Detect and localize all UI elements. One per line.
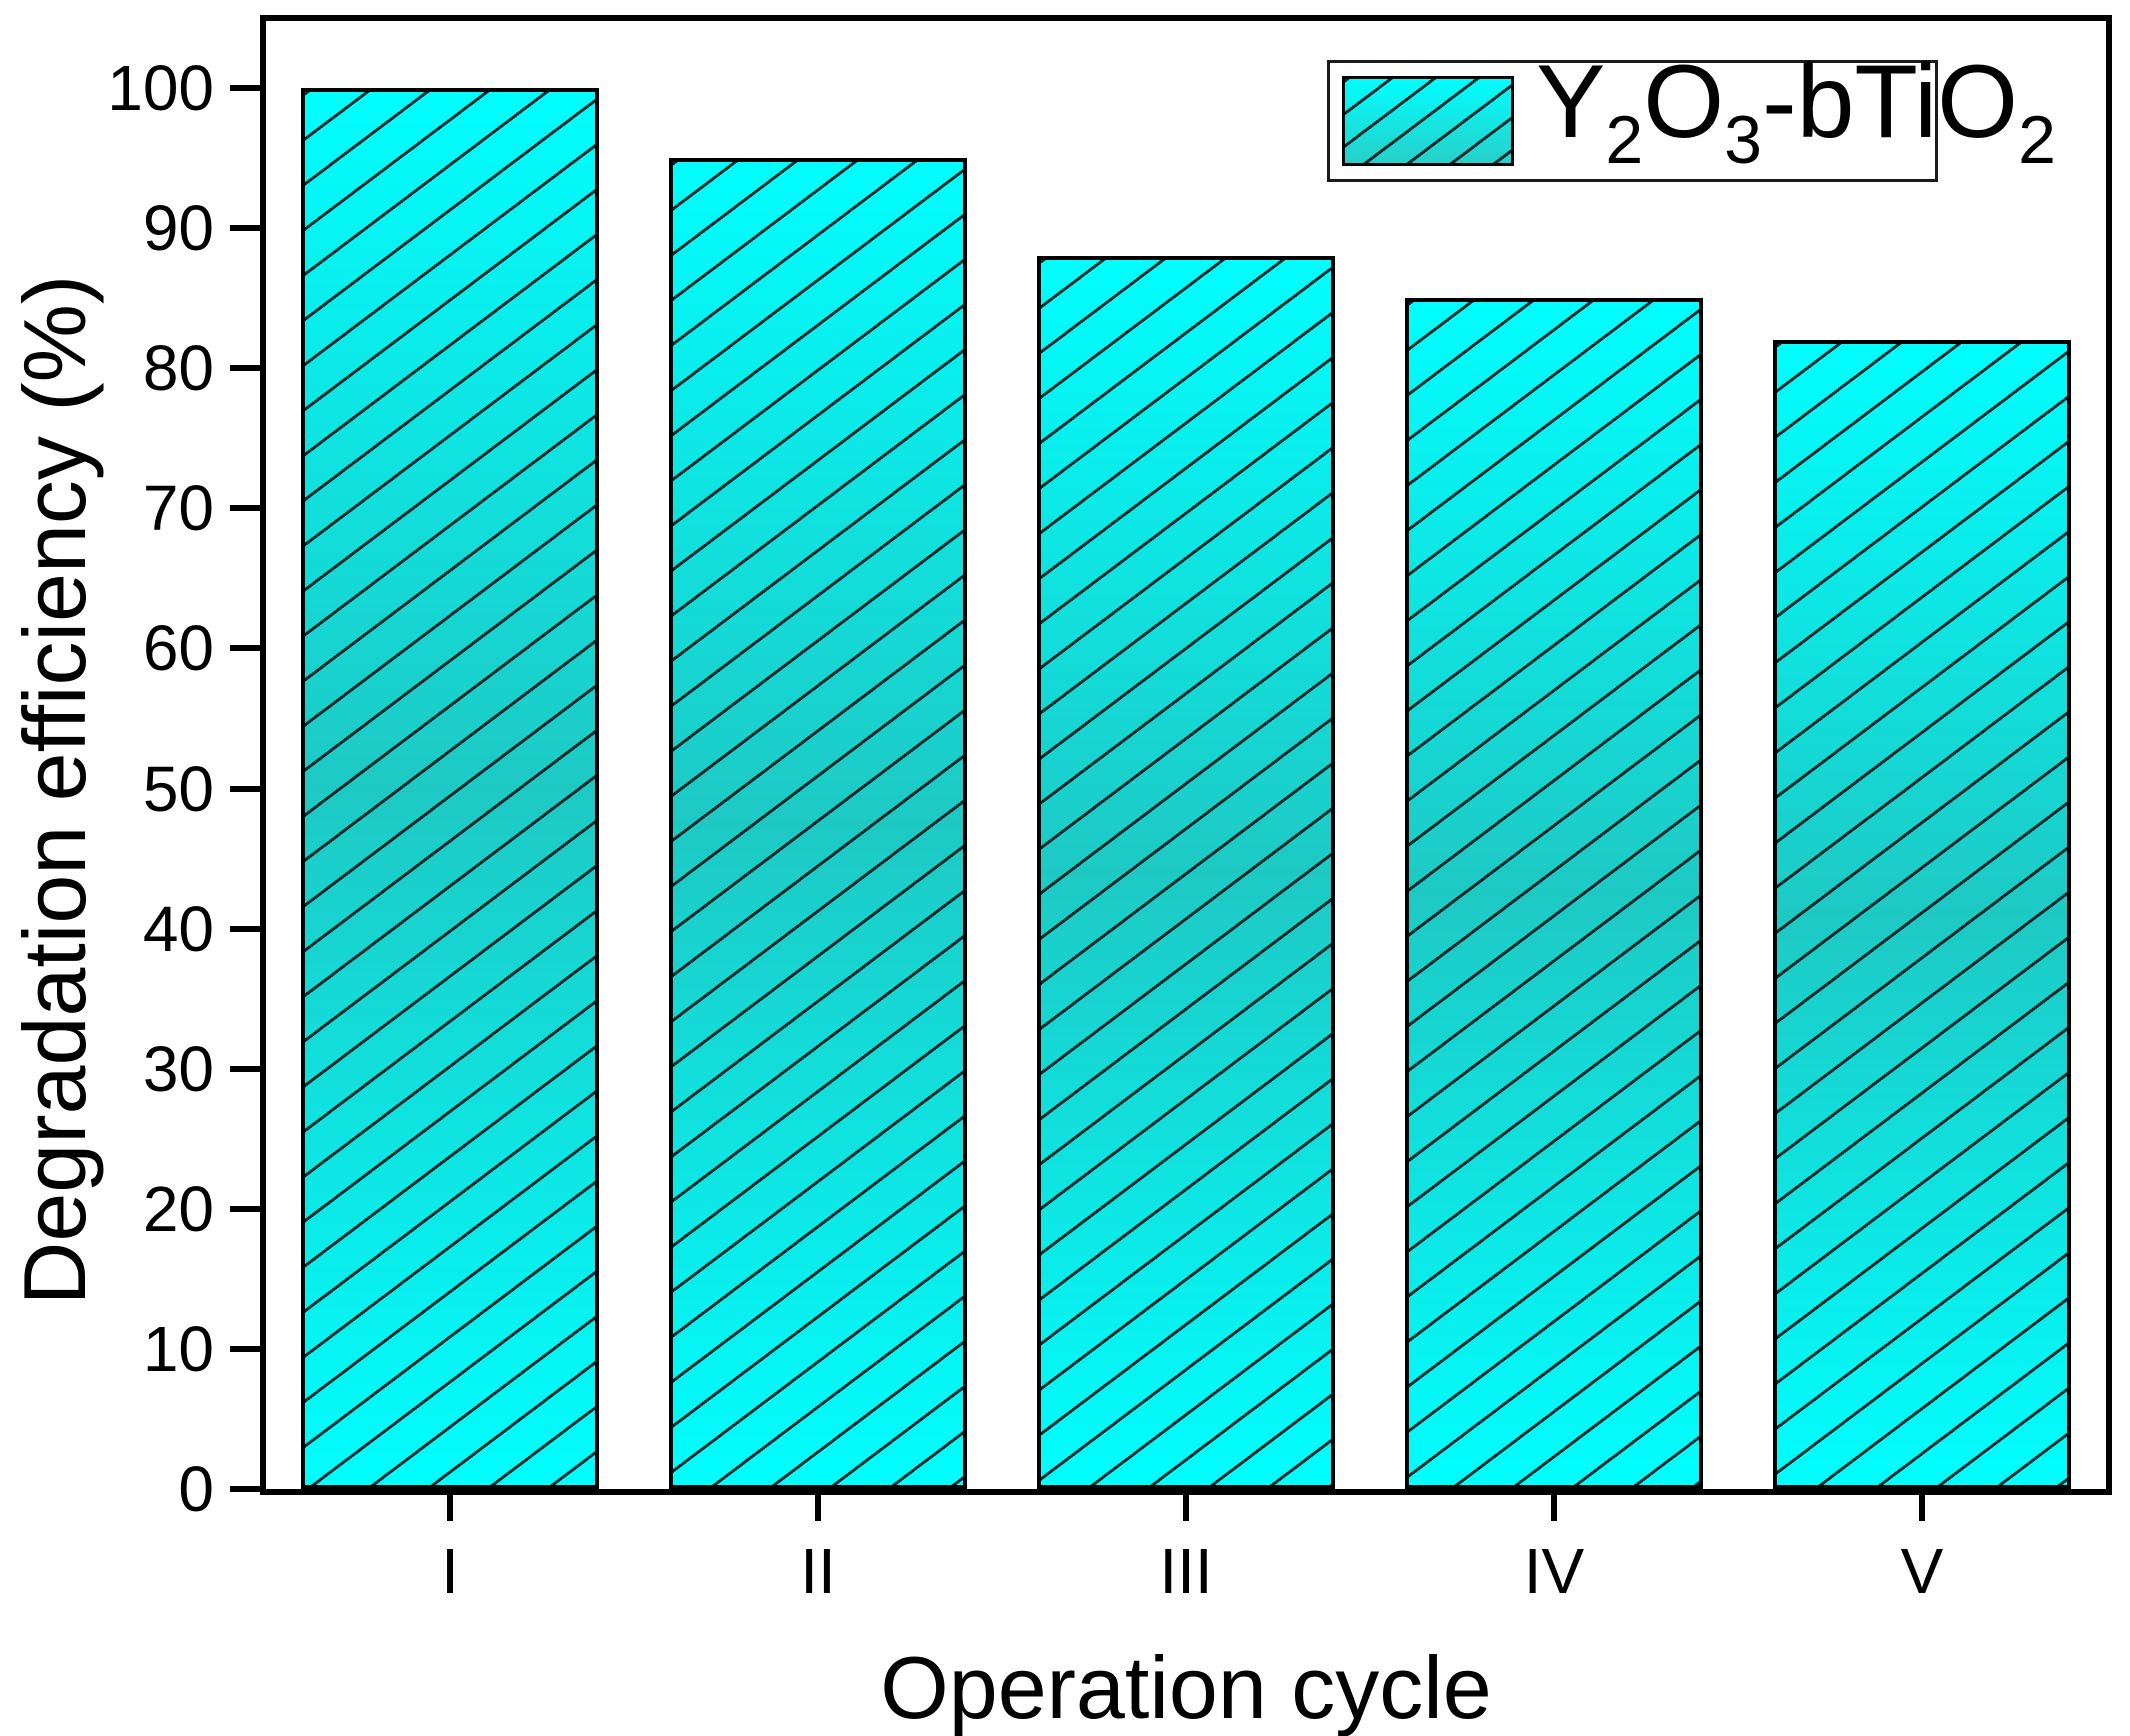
plot-area: 0 10 20 30 40 50 60 70 80 90 100 I II III IV V — [107, 15, 2112, 1604]
legend-label-text: -bTiO — [1761, 44, 2019, 160]
y-tick-40 — [230, 925, 260, 932]
bar-IV — [1405, 298, 1703, 1489]
y-tick-20 — [230, 1205, 260, 1212]
y-tick-label-60: 60 — [142, 612, 214, 685]
y-tick-80 — [230, 365, 260, 372]
y-tick-10 — [230, 1345, 260, 1352]
y-tick-label-50: 50 — [142, 752, 214, 825]
y-tick-100 — [230, 85, 260, 91]
y-tick-label-0: 0 — [178, 1453, 214, 1525]
x-axis-title: Operation cycle — [880, 1638, 1492, 1736]
bar-III — [1037, 256, 1335, 1489]
x-tick-label-V: V — [1900, 1535, 1944, 1607]
legend-label-subscript: 2 — [2018, 102, 2056, 178]
legend-label-subscript: 3 — [1724, 102, 1762, 178]
bar-V — [1773, 340, 2071, 1489]
y-tick-label-30: 30 — [142, 1032, 214, 1105]
x-tick-IV — [1551, 1495, 1557, 1521]
y-tick-label-10: 10 — [142, 1312, 214, 1385]
x-tick-I — [447, 1495, 453, 1521]
x-tick-II — [815, 1495, 821, 1521]
y-tick-30 — [230, 1065, 260, 1072]
y-tick-90 — [230, 225, 260, 232]
legend-label-text: Y — [1536, 44, 1606, 160]
y-axis-title: Degradation efficiency (%) — [5, 274, 104, 1306]
y-tick-60 — [230, 645, 260, 652]
legend-label-subscript: 2 — [1605, 102, 1644, 178]
x-tick-label-II: II — [800, 1535, 836, 1607]
y-tick-70 — [230, 505, 260, 512]
x-tick-V — [1919, 1495, 1925, 1521]
y-tick-label-80: 80 — [142, 332, 214, 405]
y-tick-50 — [230, 785, 260, 792]
bar-II — [669, 158, 967, 1489]
legend-hatched-swatch — [1342, 76, 1514, 166]
legend-box: Y2O3-bTiO2 — [1327, 50, 2056, 182]
x-tick-label-IV: IV — [1523, 1535, 1585, 1607]
y-tick-0 — [230, 1486, 260, 1492]
x-tick-III — [1183, 1495, 1189, 1521]
y-tick-label-100: 100 — [107, 52, 214, 124]
legend-series-label: Y2O3-bTiO2 — [1536, 50, 2056, 192]
bar-I — [301, 88, 599, 1489]
legend-label-text: O — [1643, 44, 1725, 160]
x-tick-label-I: I — [441, 1535, 459, 1607]
y-tick-label-90: 90 — [142, 192, 214, 265]
x-tick-label-III: III — [1159, 1535, 1213, 1607]
y-tick-label-20: 20 — [142, 1172, 214, 1245]
y-tick-label-40: 40 — [142, 892, 214, 965]
y-tick-label-70: 70 — [142, 472, 214, 545]
